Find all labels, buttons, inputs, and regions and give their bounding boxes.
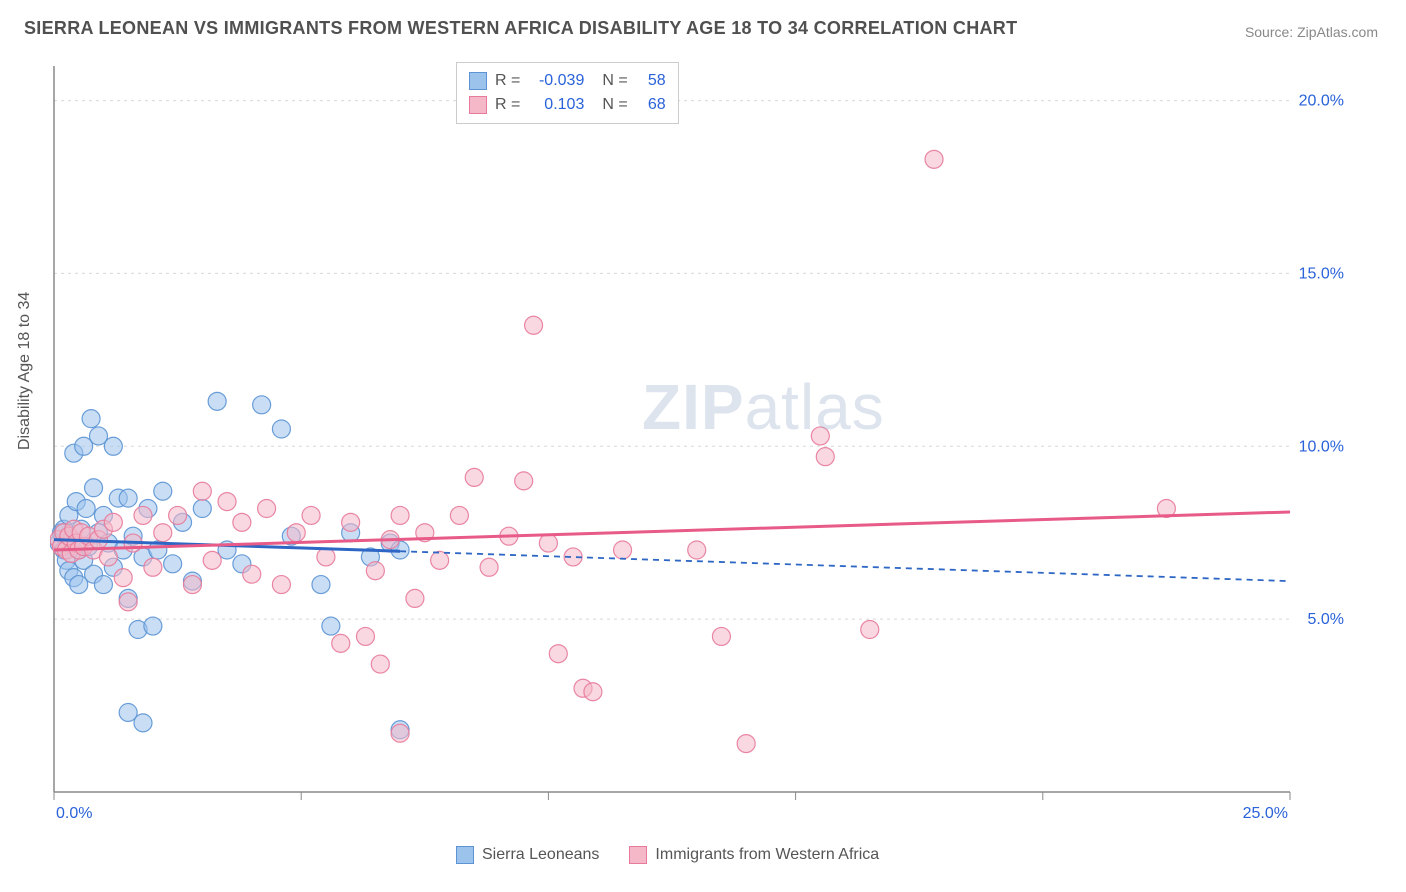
svg-text:25.0%: 25.0%: [1243, 805, 1288, 820]
svg-text:0.0%: 0.0%: [56, 805, 92, 820]
svg-text:20.0%: 20.0%: [1299, 93, 1344, 110]
legend-label: Immigrants from Western Africa: [655, 846, 879, 864]
legend-label: Sierra Leoneans: [482, 846, 599, 864]
correlation-stats-box: R =-0.039 N =58R =0.103 N =68: [456, 62, 679, 124]
legend-swatch: [629, 846, 647, 864]
legend-item: Immigrants from Western Africa: [629, 846, 879, 864]
scatter-plot: 5.0% 10.0% 15.0% 20.0% 0.0% 25.0%: [50, 60, 1350, 820]
svg-text:5.0%: 5.0%: [1308, 611, 1344, 628]
legend-swatch: [456, 846, 474, 864]
series-legend: Sierra Leoneans Immigrants from Western A…: [456, 846, 879, 864]
stats-swatch: [469, 96, 487, 114]
source-credit: Source: ZipAtlas.com: [1245, 24, 1378, 40]
svg-text:10.0%: 10.0%: [1299, 438, 1344, 455]
legend-item: Sierra Leoneans: [456, 846, 599, 864]
chart-title: SIERRA LEONEAN VS IMMIGRANTS FROM WESTER…: [24, 18, 1017, 39]
stats-row: R =-0.039 N =58: [469, 69, 666, 93]
svg-text:15.0%: 15.0%: [1299, 265, 1344, 282]
y-axis-label: Disability Age 18 to 34: [16, 292, 34, 450]
stats-row: R =0.103 N =68: [469, 93, 666, 117]
stats-swatch: [469, 72, 487, 90]
